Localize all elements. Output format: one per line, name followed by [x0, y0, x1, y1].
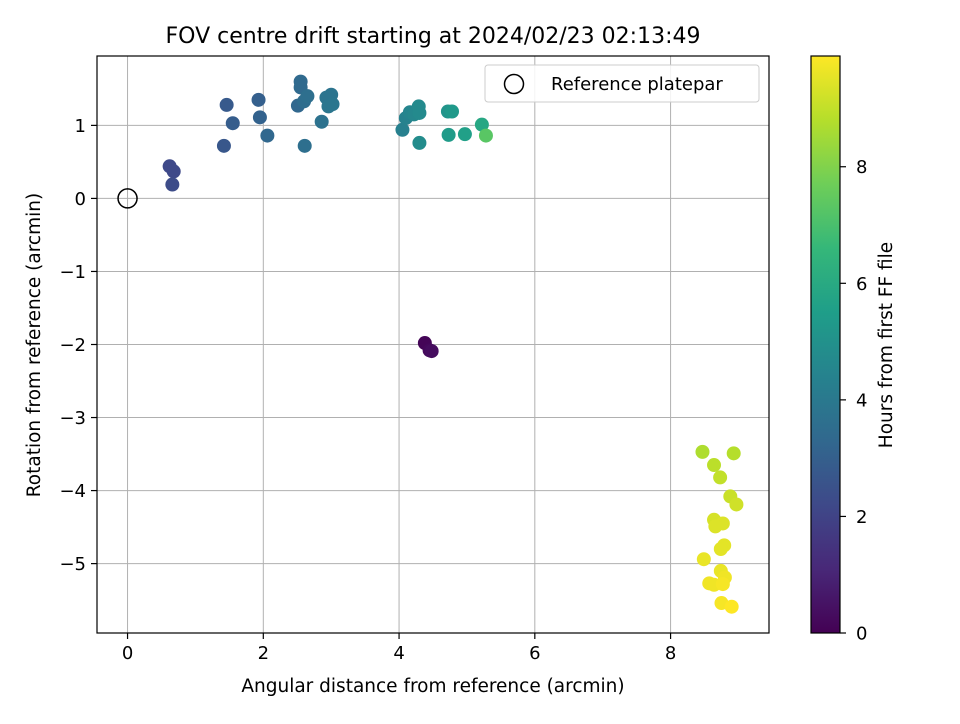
- data-point: [713, 470, 728, 485]
- data-point: [474, 117, 489, 132]
- data-point: [252, 110, 267, 125]
- colorbar-label: Hours from first FF file: [876, 242, 897, 448]
- data-point: [729, 497, 744, 512]
- data-point: [260, 128, 275, 143]
- colorbar-gradient: [810, 55, 841, 634]
- y-tick-label: −4: [59, 481, 86, 502]
- colorbar-tick-label: 2: [856, 507, 867, 528]
- x-tick-label: 8: [665, 643, 676, 664]
- colorbar: 0 2 4 6 8 Hours from first FF file: [810, 55, 897, 645]
- legend-reference-marker: [503, 73, 525, 95]
- legend: Reference platepar: [484, 64, 760, 103]
- data-point: [707, 458, 722, 473]
- data-point: [297, 138, 312, 153]
- colorbar-tick-label: 6: [856, 274, 867, 295]
- y-tick-label: −1: [59, 262, 86, 283]
- y-tick-label: 1: [75, 116, 86, 137]
- x-tick-label: 0: [122, 643, 133, 664]
- data-point: [251, 92, 266, 107]
- data-point: [724, 599, 739, 614]
- data-point: [219, 97, 234, 112]
- y-tick-label: −2: [59, 335, 86, 356]
- data-points: [162, 74, 744, 614]
- colorbar-tick-label: 8: [856, 157, 867, 178]
- data-point: [166, 164, 181, 179]
- data-point: [441, 127, 456, 142]
- data-point: [713, 542, 728, 557]
- x-axis-ticks: 0 2 4 6 8: [122, 633, 676, 664]
- data-point: [314, 114, 329, 129]
- x-tick-label: 2: [258, 643, 269, 664]
- data-point: [293, 74, 308, 89]
- data-point: [726, 446, 741, 461]
- x-axis-label: Angular distance from reference (arcmin): [241, 676, 624, 697]
- colorbar-tick-label: 4: [856, 390, 867, 411]
- data-point: [445, 104, 460, 119]
- data-point: [165, 177, 180, 192]
- y-tick-label: −5: [59, 554, 86, 575]
- data-point: [715, 577, 730, 592]
- legend-box: [484, 64, 760, 103]
- reference-marker: [117, 188, 138, 209]
- y-axis-ticks: −5 −4 −3 −2 −1 0 1: [59, 116, 97, 575]
- data-point: [225, 116, 240, 131]
- legend-reference-label: Reference platepar: [551, 74, 723, 95]
- colorbar-ticks: 0 2 4 6 8: [840, 157, 867, 645]
- y-axis-label: Rotation from reference (arcmin): [24, 193, 45, 497]
- chart-title: FOV centre drift starting at 2024/02/23 …: [166, 24, 701, 49]
- x-tick-label: 6: [529, 643, 540, 664]
- y-tick-label: −3: [59, 408, 86, 429]
- x-tick-label: 4: [393, 643, 404, 664]
- data-point: [696, 552, 711, 567]
- data-point: [412, 135, 427, 150]
- data-point: [300, 89, 315, 104]
- data-point: [695, 444, 710, 459]
- colorbar-tick-label: 0: [856, 624, 867, 645]
- data-point: [412, 105, 427, 120]
- data-point: [457, 127, 472, 142]
- data-point: [216, 138, 231, 153]
- data-point: [395, 122, 410, 137]
- data-point: [424, 344, 439, 359]
- data-point: [478, 128, 493, 143]
- data-point: [325, 97, 340, 112]
- data-point: [708, 519, 723, 534]
- y-tick-label: 0: [75, 189, 86, 210]
